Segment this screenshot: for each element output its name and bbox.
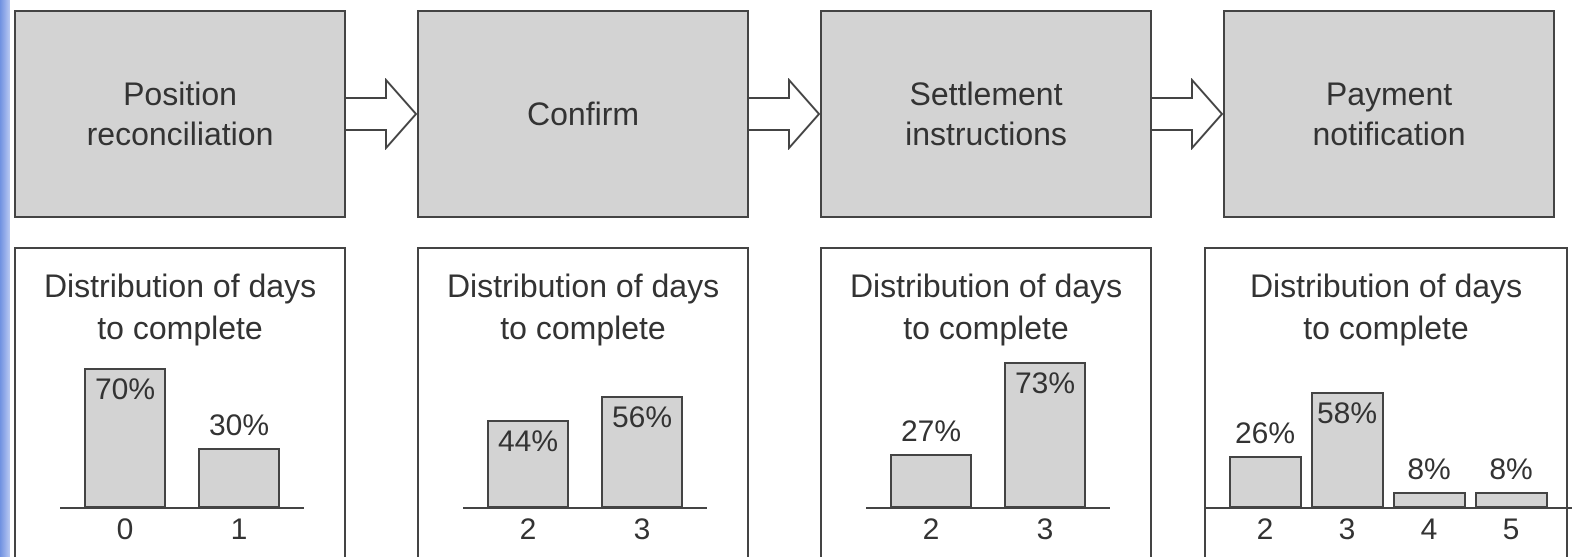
chart-panel: Distribution of days to complete 44% 2 56% 3 <box>417 247 749 557</box>
process-label: Payment notification <box>1312 76 1466 152</box>
x-tick-label: 4 <box>1420 513 1438 546</box>
x-tick-label: 2 <box>519 513 537 546</box>
value-label: 30% <box>208 409 270 442</box>
chart-title: Distribution of days to complete <box>849 268 1123 346</box>
value-label: 73% <box>1014 367 1076 400</box>
bar <box>1004 362 1086 508</box>
bar <box>1310 392 1384 508</box>
bar <box>1474 492 1548 508</box>
side-stripe <box>0 0 10 557</box>
value-label: 26% <box>1234 417 1296 450</box>
value-label: 27% <box>900 415 962 448</box>
chart-title: Distribution of days to complete <box>1249 268 1523 346</box>
x-tick-label: 3 <box>1036 513 1054 546</box>
x-tick-label: 2 <box>922 513 940 546</box>
x-tick-label: 5 <box>1502 513 1520 546</box>
bar <box>1392 492 1466 508</box>
chart-panel: Distribution of days to complete 26% 2 58% 3… <box>1204 247 1572 557</box>
baseline <box>866 507 1110 509</box>
x-tick-label: 1 <box>230 513 248 546</box>
process-box: Confirm <box>417 10 749 218</box>
arrow <box>1152 78 1224 150</box>
baseline <box>1204 507 1572 509</box>
process-label: Position reconciliation <box>86 76 274 152</box>
bar <box>1228 456 1302 508</box>
value-label: 44% <box>497 425 559 458</box>
process-label: Confirm <box>526 96 639 132</box>
x-tick-label: 3 <box>1338 513 1356 546</box>
process-box: Position reconciliation <box>14 10 346 218</box>
arrow <box>346 78 418 150</box>
baseline <box>60 507 304 509</box>
chart-title: Distribution of days to complete <box>446 268 720 346</box>
baseline <box>463 507 707 509</box>
bar <box>601 396 683 508</box>
chart-panel: Distribution of days to complete 27% 2 73% 3 <box>820 247 1152 557</box>
process-label: Settlement instructions <box>905 76 1067 152</box>
value-label: 56% <box>611 401 673 434</box>
bar <box>84 368 166 508</box>
chart-title: Distribution of days to complete <box>43 268 317 346</box>
value-label: 70% <box>94 373 156 406</box>
x-tick-label: 2 <box>1256 513 1274 546</box>
arrow <box>749 78 821 150</box>
value-label: 58% <box>1316 397 1378 430</box>
bar <box>198 448 280 508</box>
process-box: Settlement instructions <box>820 10 1152 218</box>
process-box: Payment notification <box>1223 10 1555 218</box>
bar <box>487 420 569 508</box>
chart-panel: Distribution of days to complete 70% 0 30% 1 <box>14 247 346 557</box>
value-label: 8% <box>1489 453 1533 486</box>
x-tick-label: 0 <box>116 513 134 546</box>
x-tick-label: 3 <box>633 513 651 546</box>
bar <box>890 454 972 508</box>
value-label: 8% <box>1407 453 1451 486</box>
